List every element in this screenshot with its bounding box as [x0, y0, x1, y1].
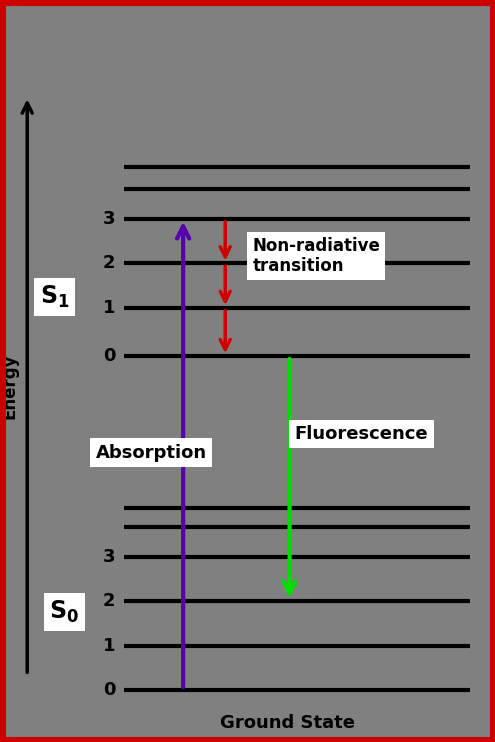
Text: $\mathbf{S_0}$: $\mathbf{S_0}$: [50, 599, 79, 626]
Text: 1: 1: [102, 637, 115, 654]
Text: Fluorescence: Fluorescence: [295, 425, 428, 443]
Text: Energy: Energy: [1, 353, 19, 418]
Text: 0: 0: [102, 681, 115, 699]
Text: Ground State: Ground State: [220, 715, 354, 732]
Text: $\mathbf{S_1}$: $\mathbf{S_1}$: [40, 283, 69, 310]
Text: Non-radiative
transition: Non-radiative transition: [252, 237, 380, 275]
Text: 3: 3: [102, 548, 115, 565]
Text: Absorption: Absorption: [96, 444, 206, 462]
Text: 0: 0: [102, 347, 115, 365]
Text: 3: 3: [102, 210, 115, 228]
Text: 1: 1: [102, 299, 115, 317]
Text: 2: 2: [102, 255, 115, 272]
Text: 2: 2: [102, 592, 115, 610]
